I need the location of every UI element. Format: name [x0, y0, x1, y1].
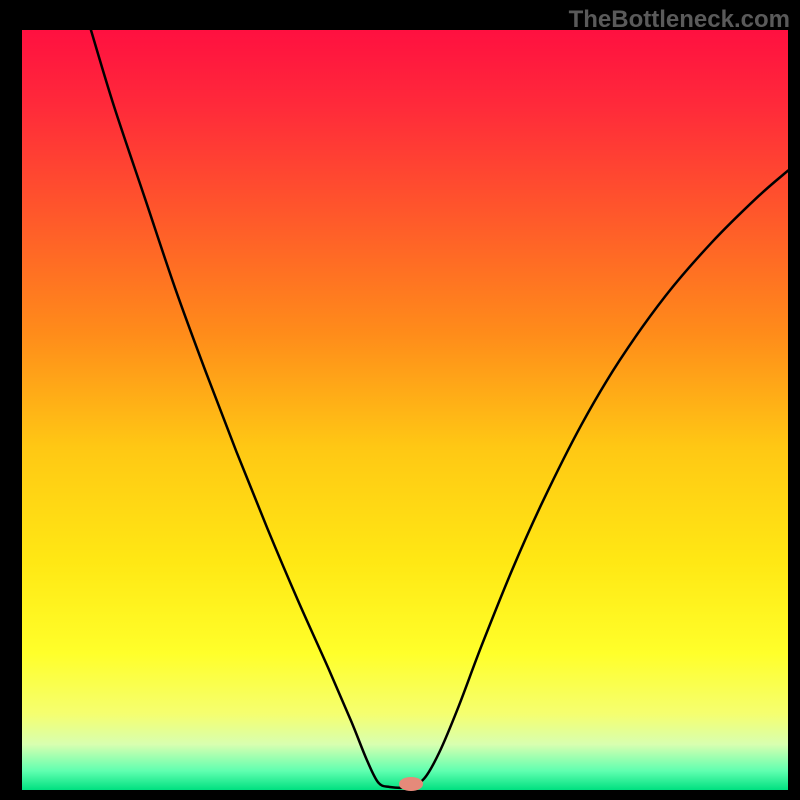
chart-container: TheBottleneck.com: [0, 0, 800, 800]
bottleneck-curve: [22, 30, 788, 790]
plot-area: [22, 30, 788, 790]
optimum-marker: [399, 777, 424, 791]
watermark-text: TheBottleneck.com: [569, 6, 790, 34]
curve-path: [91, 30, 788, 788]
